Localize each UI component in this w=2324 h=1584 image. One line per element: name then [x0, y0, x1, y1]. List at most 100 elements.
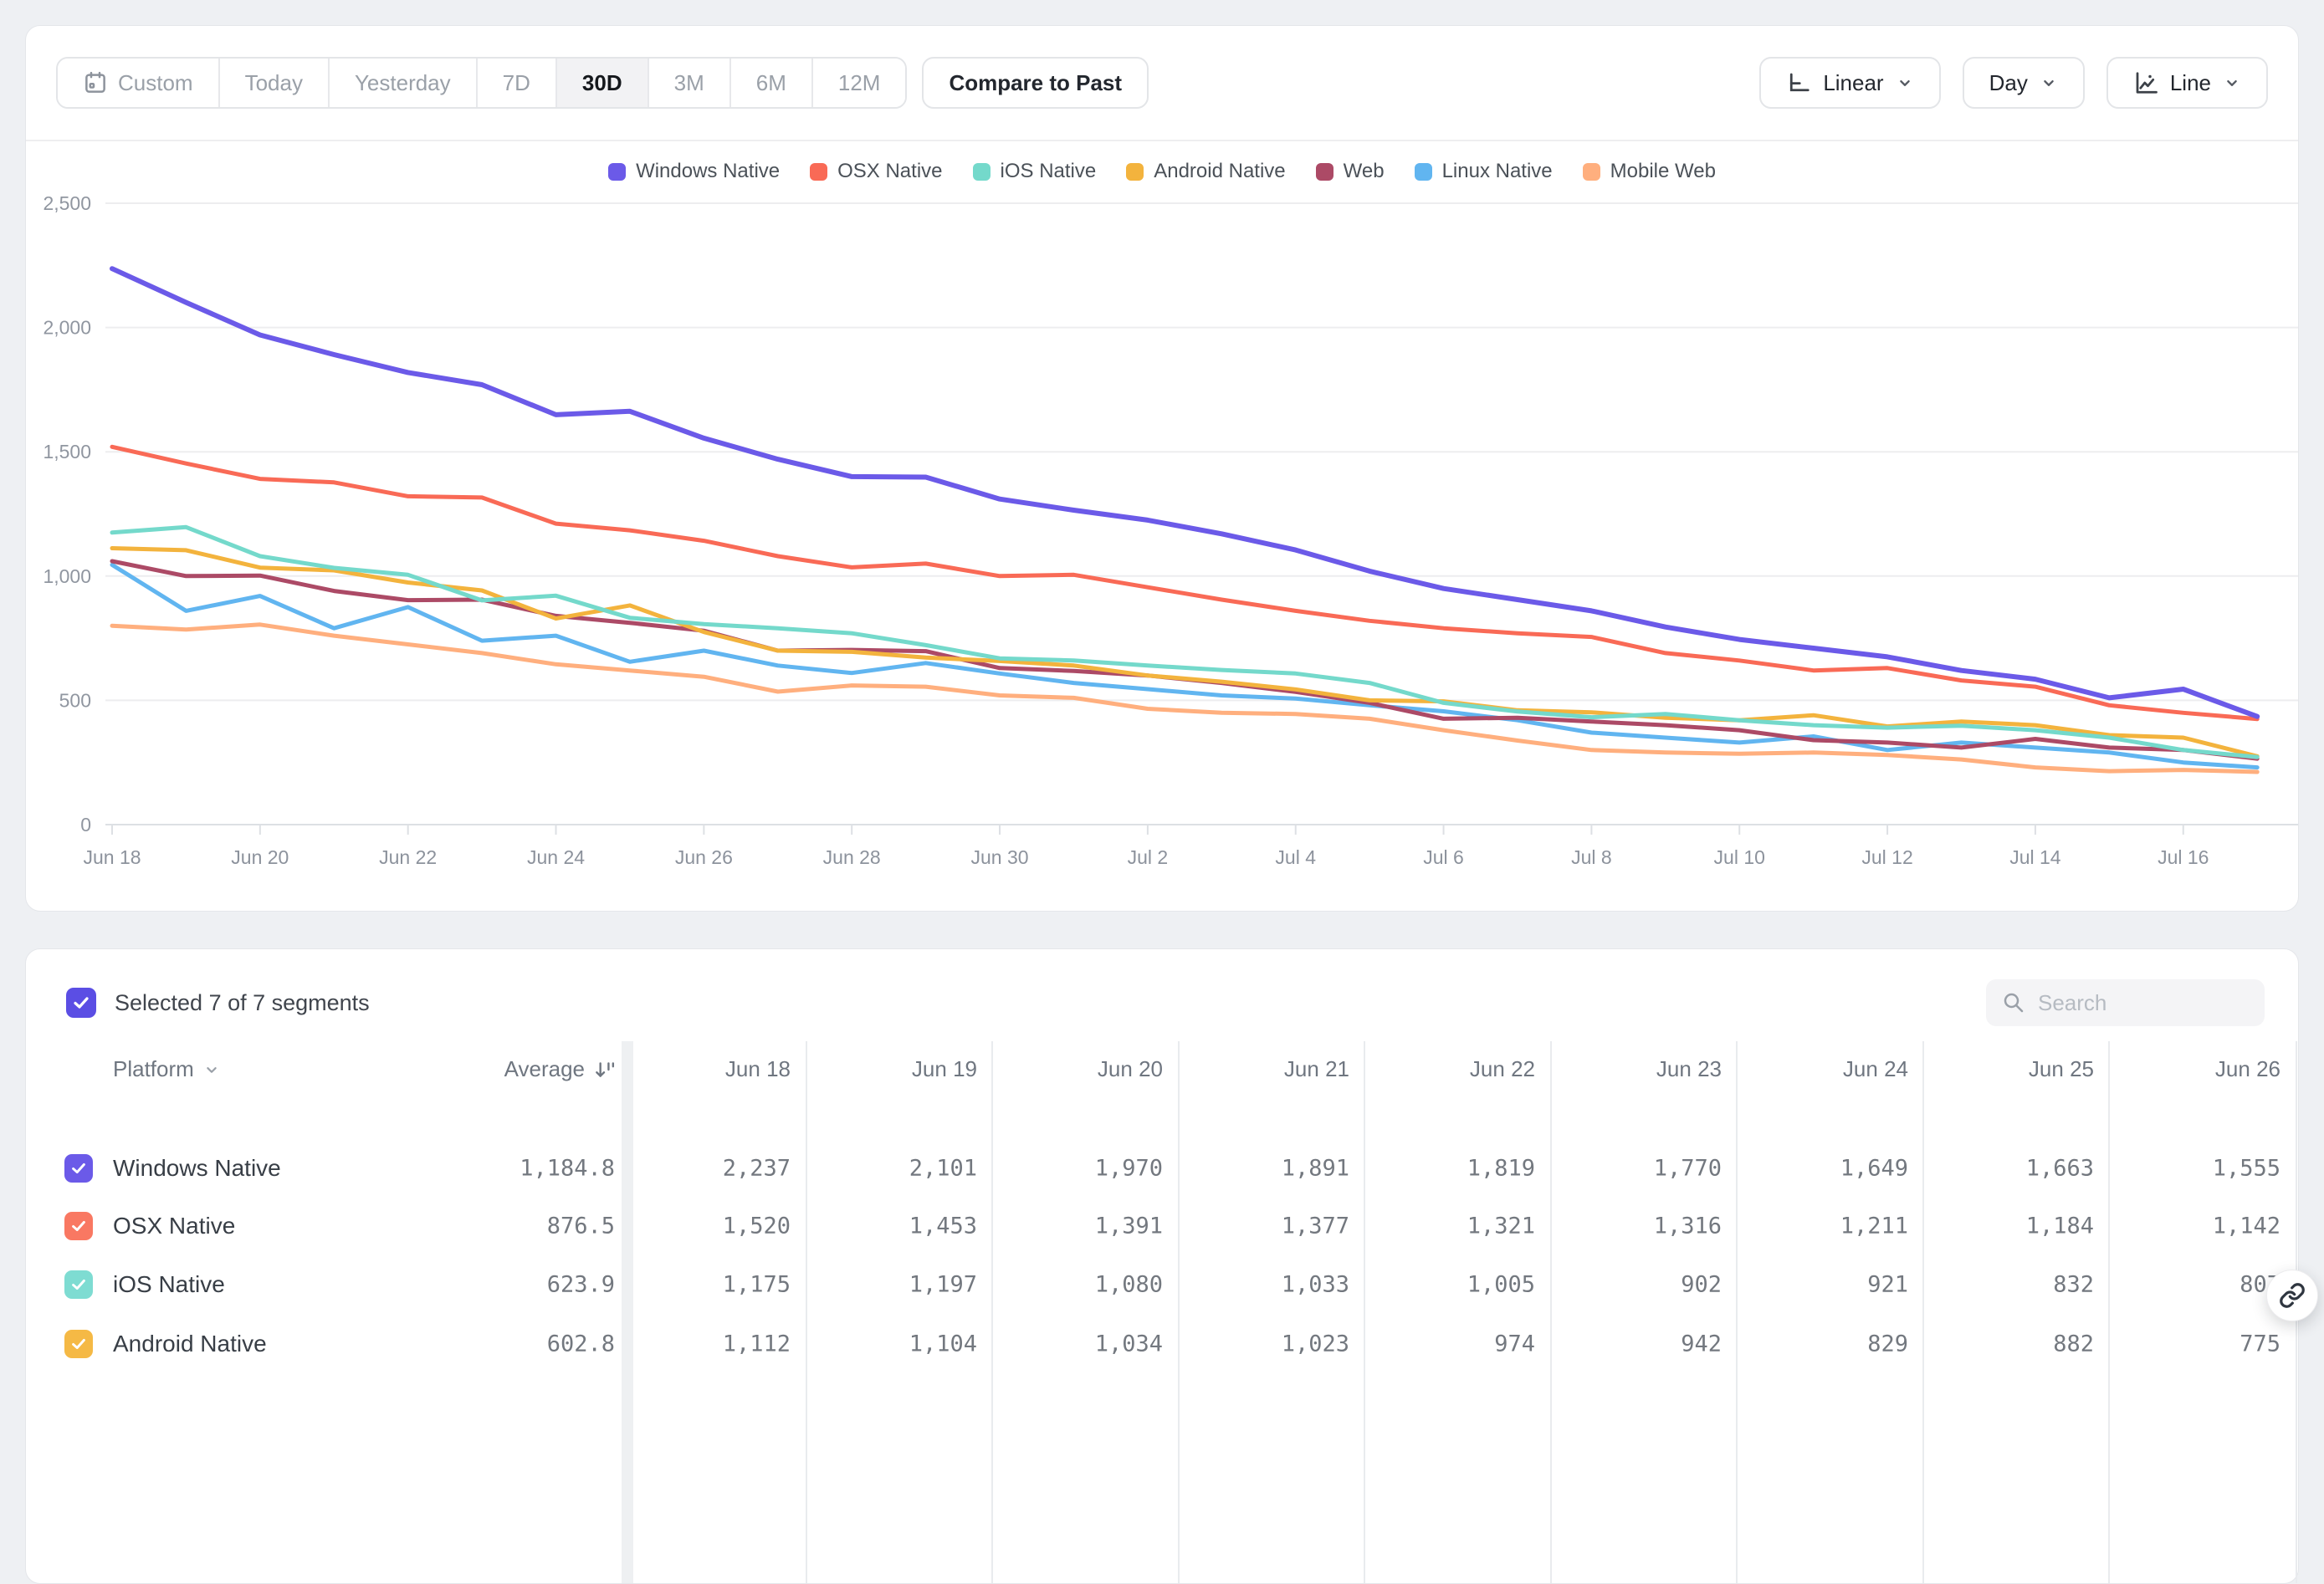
column-header-label: Jun 26 — [2214, 1056, 2280, 1081]
cell-value: 921 — [1867, 1271, 1908, 1298]
cell-value: 1,891 — [1281, 1155, 1349, 1182]
column-header-label: Jun 20 — [1097, 1056, 1163, 1081]
compare-to-past-button[interactable]: Compare to Past — [922, 57, 1149, 109]
series-line-ios-native[interactable] — [110, 524, 2260, 759]
legend-label: Web — [1343, 160, 1385, 182]
range-12m[interactable]: 12M — [812, 59, 906, 107]
sort-descending-icon — [596, 1061, 615, 1077]
interval-dropdown[interactable]: Day — [1962, 57, 2085, 109]
range-6m[interactable]: 6M — [730, 59, 813, 107]
row-checkbox[interactable] — [64, 1330, 93, 1358]
series-line-web[interactable] — [110, 559, 2260, 761]
range-yesterday[interactable]: Yesterday — [329, 59, 478, 107]
table-header-bar: Selected 7 of 7 segments — [66, 979, 2265, 1026]
range-label: Today — [244, 69, 303, 95]
table-row-osx-native: OSX Native 876.5 1,520 1,453 1,391 1,377 1,321… — [26, 1203, 2298, 1249]
legend-item-mobile-web[interactable]: Mobile Web — [1582, 160, 1716, 183]
x-axis-label: Jun 26 — [675, 846, 733, 868]
column-header-jun-24[interactable]: Jun 24 — [1741, 1056, 1908, 1082]
cell-value: 1,197 — [909, 1271, 977, 1298]
x-axis-label: Jul 6 — [1423, 846, 1464, 868]
legend-item-ios-native[interactable]: iOS Native — [972, 160, 1096, 183]
search-input[interactable] — [2038, 989, 2250, 1016]
legend-item-linux-native[interactable]: Linux Native — [1414, 160, 1553, 183]
cell-value: 775 — [2240, 1331, 2280, 1357]
share-link-button[interactable] — [2266, 1270, 2318, 1321]
x-axis-label: Jun 28 — [823, 846, 881, 868]
cell-value: 1,555 — [2212, 1155, 2280, 1182]
column-header-jun-18[interactable]: Jun 18 — [623, 1056, 791, 1082]
platform-name: Android Native — [113, 1331, 267, 1357]
series-line-mobile-web[interactable] — [110, 622, 2260, 774]
legend-item-web[interactable]: Web — [1315, 160, 1385, 183]
column-header-jun-26[interactable]: Jun 26 — [2113, 1056, 2280, 1082]
chart-card: Custom Today Yesterday 7D 30D 3M 6M 12M Compare… — [25, 25, 2299, 912]
scale-dropdown[interactable]: Linear — [1759, 57, 1941, 109]
y-axis-label: 2,500 — [43, 193, 91, 214]
range-today[interactable]: Today — [219, 59, 330, 107]
column-header-jun-21[interactable]: Jun 21 — [1182, 1056, 1349, 1082]
cell-value: 832 — [2053, 1271, 2094, 1298]
column-header-jun-22[interactable]: Jun 22 — [1368, 1056, 1535, 1082]
column-header-label: Jun 23 — [1656, 1056, 1722, 1081]
search-box[interactable] — [1986, 979, 2265, 1026]
column-header-jun-23[interactable]: Jun 23 — [1554, 1056, 1722, 1082]
column-divider — [1922, 1041, 1924, 1583]
series-line-windows-native[interactable] — [110, 266, 2260, 719]
chart-type-dropdown-label: Line — [2169, 69, 2211, 95]
cell-average: 1,184.8 — [520, 1155, 615, 1182]
series-line-osx-native[interactable] — [110, 444, 2260, 722]
legend-item-android-native[interactable]: Android Native — [1126, 160, 1286, 183]
x-axis-label: Jul 2 — [1128, 846, 1169, 868]
range-7d[interactable]: 7D — [477, 59, 557, 107]
column-header-jun-25[interactable]: Jun 25 — [1927, 1056, 2094, 1082]
chevron-down-icon — [2223, 74, 2241, 92]
column-divider — [2108, 1041, 2110, 1583]
legend-item-osx-native[interactable]: OSX Native — [810, 160, 943, 183]
cell-value: 974 — [1494, 1331, 1535, 1357]
chevron-down-icon — [2040, 74, 2058, 92]
search-icon — [2001, 990, 2026, 1015]
cell-value: 1,520 — [722, 1213, 791, 1239]
range-3m[interactable]: 3M — [648, 59, 731, 107]
segments-table: Platform Average Jun 18 Jun 19 Jun 20 Jun 21 J… — [26, 1041, 2298, 1583]
chart-type-dropdown[interactable]: Line — [2106, 57, 2268, 109]
cell-value: 1,104 — [909, 1331, 977, 1357]
x-axis-label: Jul 4 — [1275, 846, 1316, 868]
series-line-linux-native[interactable] — [110, 562, 2260, 770]
row-checkbox[interactable] — [64, 1212, 93, 1240]
legend-item-windows-native[interactable]: Windows Native — [608, 160, 780, 183]
column-divider — [1364, 1041, 1365, 1583]
select-all-checkbox[interactable] — [66, 988, 96, 1018]
y-axis-label: 0 — [80, 814, 91, 835]
x-axis-label: Jun 24 — [527, 846, 585, 868]
frozen-column-divider — [622, 1041, 633, 1583]
cell-value: 1,033 — [1281, 1271, 1349, 1298]
column-header-average[interactable]: Average — [448, 1056, 615, 1082]
line-chart-icon — [2133, 70, 2158, 95]
cell-value: 1,453 — [909, 1213, 977, 1239]
legend-swatch — [1582, 162, 1600, 181]
column-divider — [1550, 1041, 1552, 1583]
check-icon — [72, 1279, 85, 1290]
column-header-jun-19[interactable]: Jun 19 — [810, 1056, 977, 1082]
range-30d[interactable]: 30D — [556, 59, 649, 107]
column-header-jun-20[interactable]: Jun 20 — [996, 1056, 1163, 1082]
chevron-down-icon — [1896, 74, 1914, 92]
row-checkbox[interactable] — [64, 1270, 93, 1299]
table-row-android-native: Android Native 602.8 1,112 1,104 1,034 1,023 9… — [26, 1321, 2298, 1367]
column-header-platform[interactable]: Platform — [113, 1056, 221, 1082]
range-label: 6M — [755, 69, 786, 95]
row-checkbox[interactable] — [64, 1154, 93, 1183]
cell-value: 1,023 — [1281, 1331, 1349, 1357]
cell-value: 1,970 — [1094, 1155, 1163, 1182]
cell-value: 942 — [1681, 1331, 1722, 1357]
column-header-label: Jun 18 — [724, 1056, 791, 1081]
range-label: 30D — [581, 69, 622, 95]
table-row-windows-native: Windows Native 1,184.8 2,237 2,101 1,970 1,89… — [26, 1145, 2298, 1192]
cell-value: 1,080 — [1094, 1271, 1163, 1298]
table-header-row: Platform Average Jun 18 Jun 19 Jun 20 Jun 21 J… — [26, 1056, 2298, 1103]
platform-name: OSX Native — [113, 1213, 236, 1239]
range-custom[interactable]: Custom — [58, 59, 220, 107]
legend-label: Mobile Web — [1610, 160, 1716, 182]
